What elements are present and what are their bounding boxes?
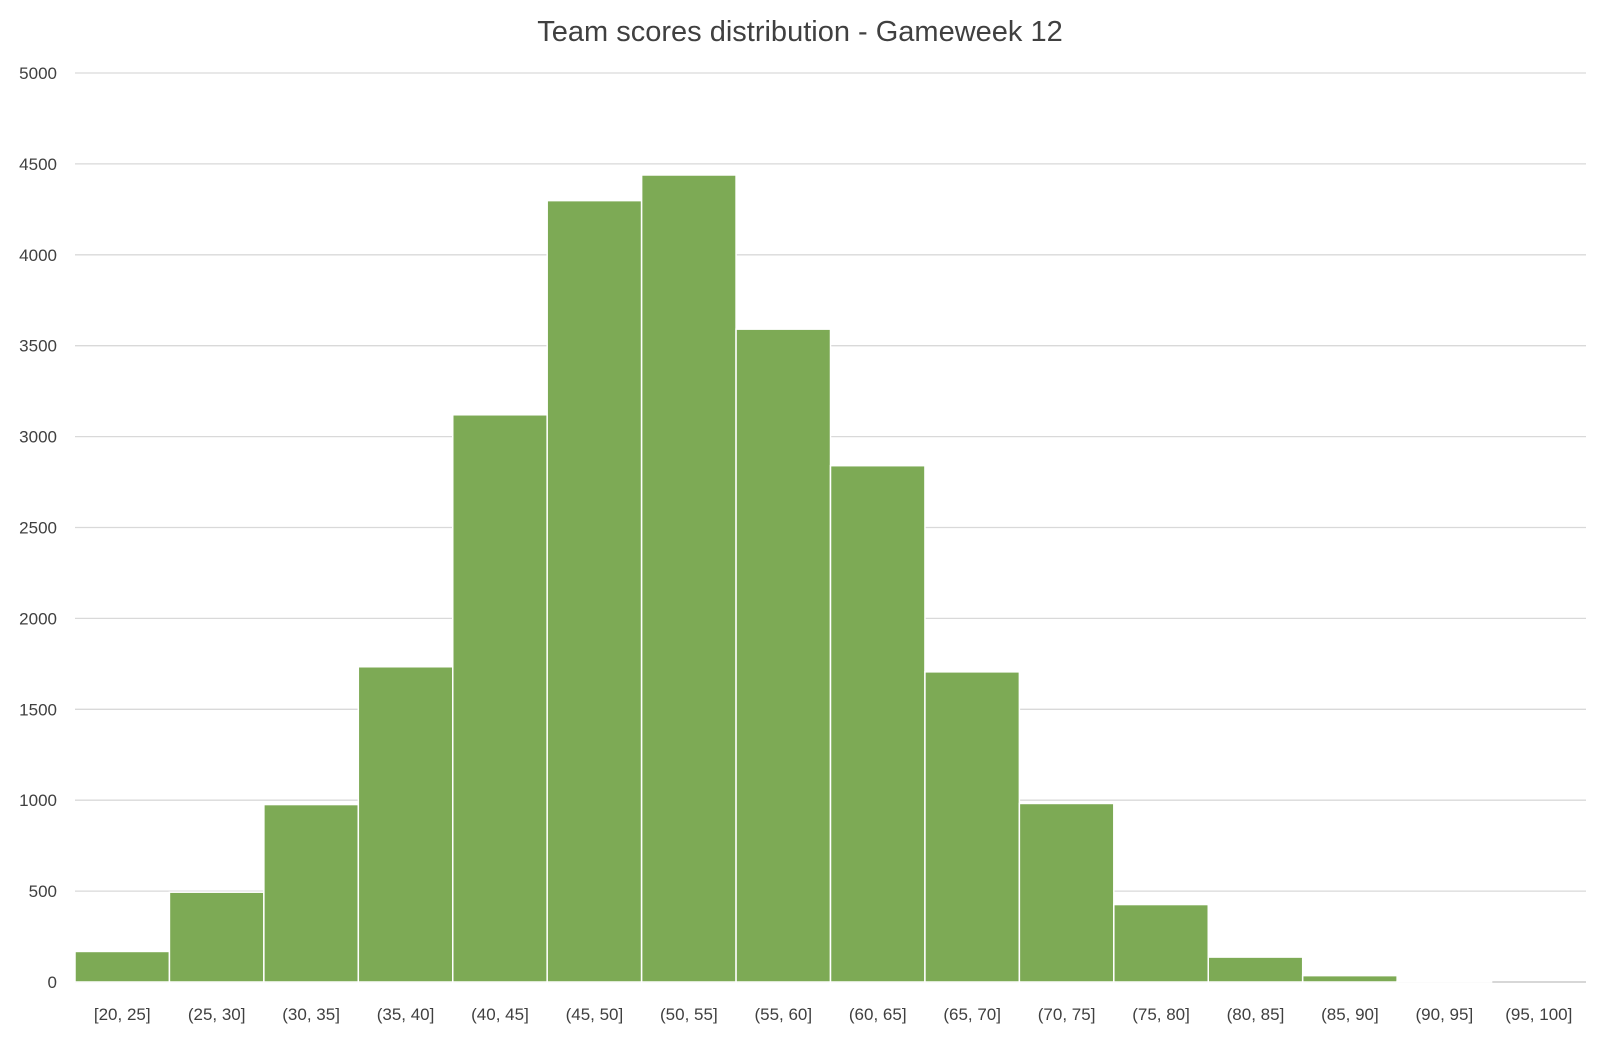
y-tick-label: 4000 [19,246,57,265]
histogram-bar [735,328,832,983]
histogram-bar [1113,903,1209,983]
y-tick-label: 500 [29,882,57,901]
y-tick-label: 3500 [19,337,57,356]
y-tick-label: 5000 [19,64,57,83]
x-tick-label: (30, 35] [282,1005,340,1024]
histogram-bar [1396,980,1493,983]
x-tick-label: (70, 75] [1038,1005,1096,1024]
x-tick-label: (85, 90] [1321,1005,1379,1024]
x-tick-label: (50, 55] [660,1005,718,1024]
x-tick-label: (45, 50] [566,1005,624,1024]
histogram-bar [263,803,360,983]
y-tick-label: 2000 [19,609,57,628]
y-tick-label: 2500 [19,519,57,538]
x-tick-label: [20, 25] [94,1005,151,1024]
histogram-bar [829,464,926,983]
x-tick-label: (95, 100] [1505,1005,1572,1024]
x-tick-label: (80, 85] [1227,1005,1285,1024]
y-tick-label: 1000 [19,791,57,810]
x-tick-label: (75, 80] [1132,1005,1190,1024]
x-tick-label: (60, 65] [849,1005,907,1024]
histogram-bar [1207,956,1304,983]
x-tick-label: (35, 40] [377,1005,435,1024]
histogram-bar [640,174,737,983]
histogram-bar [452,414,548,983]
histogram-bar [924,671,1021,983]
x-tick-label: (90, 95] [1416,1005,1474,1024]
x-tick-label: (55, 60] [754,1005,812,1024]
histogram-bar [1301,974,1398,983]
histogram-bar [168,891,265,983]
y-tick-label: 4500 [19,155,57,174]
x-tick-label: (65, 70] [943,1005,1001,1024]
y-tick-label: 0 [48,973,57,992]
histogram-bar [74,950,171,983]
x-tick-label: (40, 45] [471,1005,529,1024]
chart-title: Team scores distribution - Gameweek 12 [537,16,1062,48]
x-tick-label: (25, 30] [188,1005,246,1024]
histogram-bar [357,666,454,983]
y-tick-label: 3000 [19,428,57,447]
y-tick-label: 1500 [19,700,57,719]
histogram-bar [546,199,643,983]
histogram-bar [1018,802,1115,983]
